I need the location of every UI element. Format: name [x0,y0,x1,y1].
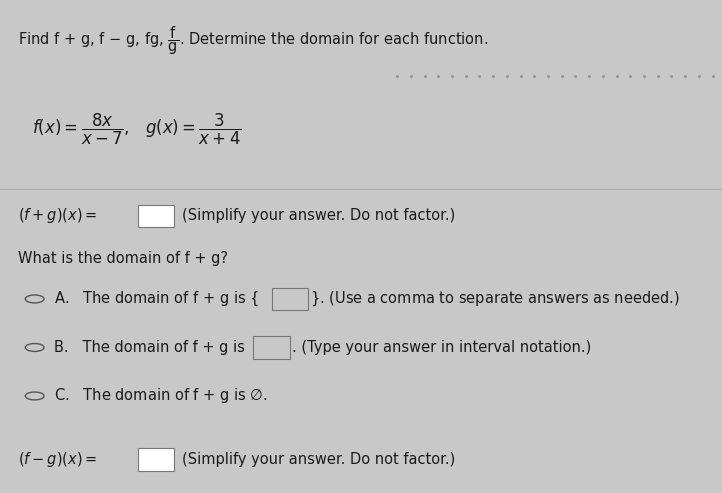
Text: $\}$. (Use a comma to separate answers as needed.): $\}$. (Use a comma to separate answers a… [310,290,680,308]
Text: (Simplify your answer. Do not factor.): (Simplify your answer. Do not factor.) [182,208,455,223]
FancyBboxPatch shape [272,288,308,310]
Text: . (Type your answer in interval notation.): . (Type your answer in interval notation… [292,340,591,355]
FancyBboxPatch shape [253,336,290,359]
Text: C.   The domain of f + g is $\varnothing$.: C. The domain of f + g is $\varnothing$. [54,387,268,405]
Text: $(f+g)(x)=$: $(f+g)(x)=$ [18,206,97,225]
Text: Find f + g, f $-$ g, fg, $\dfrac{\mathrm{f}}{\mathrm{g}}$. Determine the domain : Find f + g, f $-$ g, fg, $\dfrac{\mathrm… [18,25,488,57]
FancyBboxPatch shape [138,205,174,227]
Text: A.   The domain of f + g is $\{$: A. The domain of f + g is $\{$ [54,290,259,308]
Text: $f(x)=\dfrac{8x}{x-7}$,   $g(x)=\dfrac{3}{x+4}$: $f(x)=\dfrac{8x}{x-7}$, $g(x)=\dfrac{3}{… [32,111,242,147]
Text: $(f-g)(x)=$: $(f-g)(x)=$ [18,450,97,469]
FancyBboxPatch shape [138,449,174,471]
Text: B.   The domain of f + g is: B. The domain of f + g is [54,340,245,355]
Text: What is the domain of f + g?: What is the domain of f + g? [18,250,228,266]
Text: (Simplify your answer. Do not factor.): (Simplify your answer. Do not factor.) [182,452,455,467]
